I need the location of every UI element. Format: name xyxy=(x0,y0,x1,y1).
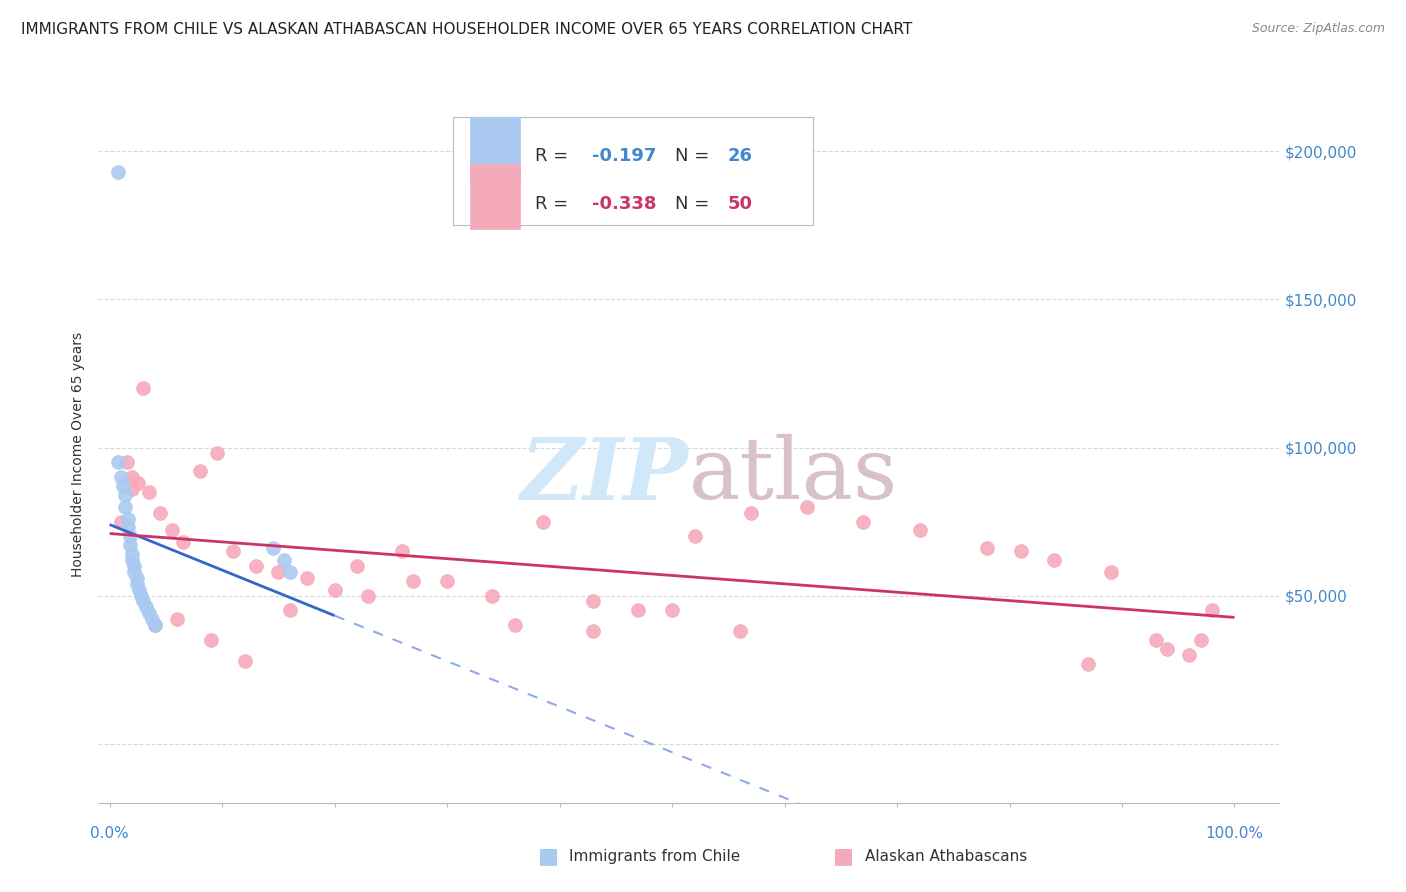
Point xyxy=(796,500,818,514)
Point xyxy=(132,594,155,608)
Point xyxy=(121,547,143,561)
Point xyxy=(124,558,146,573)
Point xyxy=(278,603,301,617)
Point xyxy=(188,464,211,478)
Point xyxy=(1043,553,1066,567)
Point xyxy=(1077,657,1099,671)
Point xyxy=(118,538,141,552)
Point xyxy=(125,571,148,585)
Text: IMMIGRANTS FROM CHILE VS ALASKAN ATHABASCAN HOUSEHOLDER INCOME OVER 65 YEARS COR: IMMIGRANTS FROM CHILE VS ALASKAN ATHABAS… xyxy=(21,22,912,37)
Point xyxy=(503,618,526,632)
Text: ■: ■ xyxy=(538,847,558,866)
Point xyxy=(166,612,188,626)
Point xyxy=(582,594,605,608)
Point xyxy=(160,524,183,538)
Point xyxy=(124,565,146,579)
Point xyxy=(976,541,998,556)
Point xyxy=(143,618,166,632)
Point xyxy=(233,654,256,668)
Point xyxy=(740,506,762,520)
Point xyxy=(205,446,228,460)
Text: ZIP: ZIP xyxy=(522,434,689,517)
Point xyxy=(117,511,139,525)
Point xyxy=(125,576,148,591)
Point xyxy=(323,582,346,597)
Point xyxy=(149,506,172,520)
Point xyxy=(110,470,132,484)
Text: Alaskan Athabascans: Alaskan Athabascans xyxy=(865,849,1026,863)
Point xyxy=(481,589,503,603)
Point xyxy=(908,524,931,538)
Point xyxy=(121,553,143,567)
Text: 100.0%: 100.0% xyxy=(1205,827,1264,841)
Point xyxy=(627,603,650,617)
Point xyxy=(118,529,141,543)
Point xyxy=(346,558,368,573)
Point xyxy=(1156,641,1178,656)
Point xyxy=(143,618,166,632)
Point xyxy=(1144,632,1167,647)
Point xyxy=(115,455,138,469)
Point xyxy=(121,482,143,496)
Point xyxy=(121,470,143,484)
Point xyxy=(129,589,152,603)
Text: 0.0%: 0.0% xyxy=(90,827,129,841)
Point xyxy=(128,582,150,597)
Point xyxy=(852,515,875,529)
Point xyxy=(107,165,129,179)
Point xyxy=(295,571,318,585)
Text: ■: ■ xyxy=(834,847,853,866)
Point xyxy=(436,574,458,588)
Text: -0.197: -0.197 xyxy=(592,147,657,165)
Point xyxy=(262,541,284,556)
Point xyxy=(278,565,301,579)
FancyBboxPatch shape xyxy=(453,118,813,226)
Point xyxy=(245,558,267,573)
Text: atlas: atlas xyxy=(689,434,898,517)
Point xyxy=(112,479,135,493)
Point xyxy=(172,535,194,549)
Point xyxy=(132,381,155,395)
Point xyxy=(141,612,163,626)
Point xyxy=(531,515,554,529)
Text: R =: R = xyxy=(536,194,575,212)
Text: Immigrants from Chile: Immigrants from Chile xyxy=(569,849,741,863)
Point xyxy=(1010,544,1032,558)
Point xyxy=(273,553,295,567)
Point xyxy=(138,484,160,499)
Point xyxy=(135,600,157,615)
Text: Source: ZipAtlas.com: Source: ZipAtlas.com xyxy=(1251,22,1385,36)
Point xyxy=(402,574,425,588)
Text: 50: 50 xyxy=(728,194,754,212)
Point xyxy=(127,476,149,491)
Point xyxy=(138,607,160,621)
Point xyxy=(267,565,290,579)
Text: N =: N = xyxy=(675,147,714,165)
Point xyxy=(117,520,139,534)
FancyBboxPatch shape xyxy=(471,117,520,182)
Point xyxy=(110,515,132,529)
Text: -0.338: -0.338 xyxy=(592,194,657,212)
Point xyxy=(683,529,706,543)
Point xyxy=(222,544,245,558)
Text: N =: N = xyxy=(675,194,714,212)
FancyBboxPatch shape xyxy=(471,164,520,229)
Point xyxy=(728,624,751,638)
Point xyxy=(661,603,683,617)
Point xyxy=(357,589,380,603)
Point xyxy=(114,500,136,514)
Point xyxy=(391,544,413,558)
Point xyxy=(1189,632,1212,647)
Point xyxy=(1178,648,1201,662)
Text: R =: R = xyxy=(536,147,575,165)
Point xyxy=(1099,565,1122,579)
Point xyxy=(1201,603,1223,617)
Text: 26: 26 xyxy=(728,147,754,165)
Point xyxy=(582,624,605,638)
Y-axis label: Householder Income Over 65 years: Householder Income Over 65 years xyxy=(72,333,86,577)
Point xyxy=(114,488,136,502)
Point xyxy=(107,455,129,469)
Point xyxy=(200,632,222,647)
